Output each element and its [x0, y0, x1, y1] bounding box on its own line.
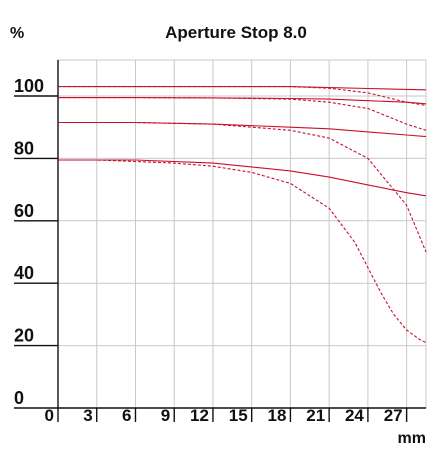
x-tick-label: 9 [161, 406, 170, 425]
series-dashed-1 [58, 86, 427, 106]
x-tick-label: 6 [122, 406, 131, 425]
series-lines [58, 86, 427, 343]
series-dashed-3 [58, 97, 427, 131]
x-tick-label: 21 [306, 406, 325, 425]
x-tick-labels: 0 3 6 9 12 15 18 21 24 27 [45, 406, 408, 425]
y-tick-label: 0 [14, 388, 24, 408]
x-axis-unit: mm [398, 430, 426, 447]
x-tick-label: 24 [345, 406, 364, 425]
y-axis-unit: % [10, 25, 24, 42]
y-tick-labels: 0 20 40 60 80 100 [14, 76, 58, 409]
x-tick-label: 3 [83, 406, 92, 425]
chart-title: Aperture Stop 8.0 [165, 23, 307, 42]
y-tick-label: 60 [14, 201, 34, 221]
series-dashed-7 [58, 159, 427, 343]
x-tick-label: 18 [267, 406, 286, 425]
series-solid-2 [58, 97, 427, 105]
axes [57, 60, 426, 409]
x-tick-label: 15 [229, 406, 248, 425]
y-tick-label: 100 [14, 76, 44, 96]
y-tick-label: 80 [14, 138, 34, 158]
series-dashed-5 [58, 121, 427, 253]
x-tick-label: 27 [384, 406, 403, 425]
series-solid-6 [58, 159, 427, 197]
series-solid-4 [58, 121, 427, 138]
y-tick-label: 40 [14, 263, 34, 283]
x-tick-label: 12 [190, 406, 209, 425]
x-tick-label: 0 [45, 406, 54, 425]
grid-lines [58, 59, 427, 408]
y-tick-label: 20 [14, 326, 34, 346]
